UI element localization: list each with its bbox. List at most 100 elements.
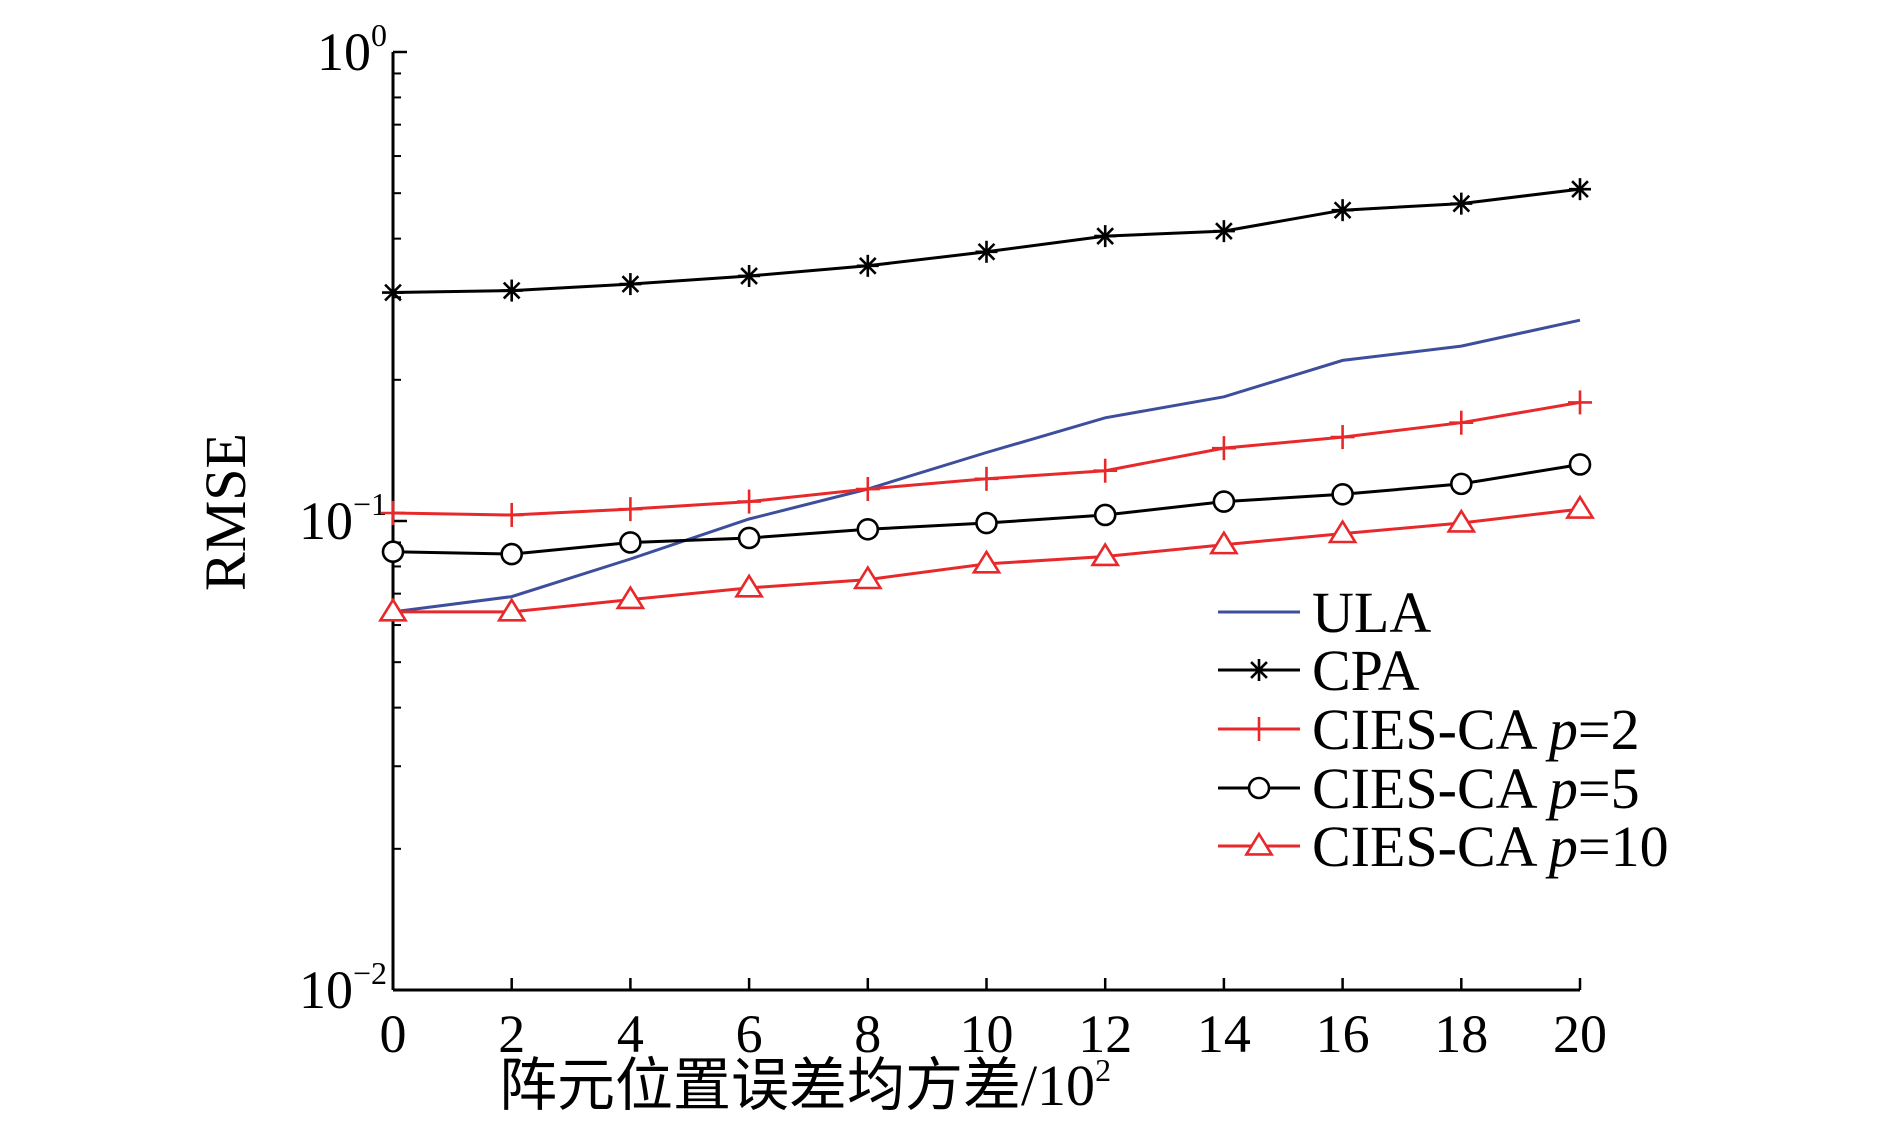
asterisk-stroke <box>977 242 996 261</box>
data-point <box>855 477 880 502</box>
data-point <box>1094 225 1117 248</box>
asterisk-stroke <box>1215 222 1233 240</box>
legend-label: CIES-CA p=5 <box>1312 756 1640 821</box>
legend-label: CIES-CA p=10 <box>1312 814 1669 879</box>
asterisk-stroke <box>1571 180 1589 198</box>
x-tick-label: 0 <box>380 1004 407 1064</box>
data-point <box>975 240 998 263</box>
legend-entry: CIES-CA p=2 <box>1218 697 1640 762</box>
data-point <box>734 573 765 598</box>
data-point <box>737 526 761 550</box>
asterisk-stroke <box>1452 194 1471 213</box>
data-point <box>737 489 762 514</box>
series-cpa <box>382 178 1591 304</box>
data-point <box>1331 483 1354 506</box>
asterisk-stroke <box>740 267 758 285</box>
x-tick-label: 14 <box>1197 1004 1251 1064</box>
asterisk-stroke <box>1096 227 1115 245</box>
y-tick-exponent: −1 <box>353 486 387 522</box>
data-point <box>615 585 646 610</box>
legend-marker <box>1244 831 1274 856</box>
data-point <box>1446 508 1477 533</box>
series-cies-ca-p-5 <box>381 453 1592 566</box>
x-tick-label: 4 <box>617 1004 644 1064</box>
data-point <box>1569 178 1591 201</box>
legend-label-name: CPA <box>1312 638 1420 703</box>
y-tick-base: 10 <box>299 960 353 1020</box>
data-point <box>852 565 883 590</box>
legend-label-name: CIES-CA <box>1312 756 1549 821</box>
y-tick-exponent: −2 <box>353 955 387 991</box>
data-point <box>1330 425 1355 450</box>
y-axis-label: RMSE <box>193 433 258 591</box>
legend-marker <box>1248 659 1270 681</box>
data-point <box>975 511 998 535</box>
data-point <box>738 264 761 287</box>
data-point <box>496 597 527 622</box>
data-point <box>1449 410 1474 435</box>
series-ula <box>392 318 1581 614</box>
y-tick-label: 10−2 <box>299 955 387 1020</box>
asterisk-stroke <box>502 281 521 300</box>
asterisk-stroke <box>858 256 877 275</box>
data-point <box>1568 453 1592 476</box>
x-tick-label: 20 <box>1553 1004 1607 1064</box>
data-point <box>500 542 524 566</box>
legend-label-param: p <box>1545 814 1578 879</box>
data-point <box>974 466 999 491</box>
legend-marker <box>1247 776 1271 800</box>
data-point <box>500 279 523 302</box>
y-tick-base: 10 <box>299 491 353 551</box>
legend-entry: ULA <box>1218 580 1431 645</box>
data-point <box>1331 199 1354 222</box>
x-axis-label: 阵元位置误差均方差/102 <box>499 1052 1111 1118</box>
legend-label-value: =5 <box>1578 756 1640 821</box>
asterisk-stroke <box>384 283 402 302</box>
x-tick-label: 6 <box>736 1004 763 1064</box>
x-tick-label: 18 <box>1434 1004 1488 1064</box>
series-line <box>392 400 1581 517</box>
asterisk-stroke <box>621 275 640 293</box>
legend-entry: CIES-CA p=5 <box>1218 756 1640 821</box>
data-point <box>1093 458 1118 483</box>
x-axis-label-main: 阵元位置误差均方差/10 <box>499 1053 1095 1118</box>
data-point <box>499 502 524 527</box>
data-point <box>1212 490 1236 513</box>
data-point <box>1568 390 1592 415</box>
x-tick-label: 12 <box>1078 1004 1132 1064</box>
x-tick-label: 16 <box>1316 1004 1370 1064</box>
data-point <box>619 531 642 554</box>
data-point <box>1450 472 1473 496</box>
asterisk-stroke <box>1250 661 1268 679</box>
legend-label-param: p <box>1545 756 1578 821</box>
y-tick-base: 10 <box>317 22 371 82</box>
legend-label: CIES-CA p=2 <box>1312 697 1640 762</box>
data-point <box>1327 519 1358 544</box>
legend-label: CPA <box>1312 638 1420 703</box>
y-tick-label: 100 <box>317 17 387 82</box>
data-point <box>1093 503 1117 527</box>
legend-label-value: =10 <box>1578 814 1669 879</box>
data-point <box>1450 192 1473 215</box>
legend-entry: CPA <box>1218 638 1420 703</box>
legend-entry: CIES-CA p=10 <box>1218 814 1669 879</box>
data-point <box>382 281 404 304</box>
legend-label: ULA <box>1312 580 1431 645</box>
data-point <box>381 501 405 526</box>
legend-marker <box>1247 717 1271 741</box>
asterisk-stroke <box>1333 201 1352 220</box>
series-cies-ca-p-10 <box>378 494 1595 622</box>
data-point <box>971 549 1002 574</box>
legend-label-name: CIES-CA <box>1312 814 1549 879</box>
series-line <box>392 318 1581 614</box>
data-point <box>856 254 879 277</box>
data-point <box>1208 530 1239 555</box>
legend-label-value: =2 <box>1578 697 1640 762</box>
data-point <box>1212 220 1235 243</box>
legend-label-param: p <box>1545 697 1578 762</box>
legend-label-name: CIES-CA <box>1312 697 1549 762</box>
data-point <box>381 540 405 564</box>
